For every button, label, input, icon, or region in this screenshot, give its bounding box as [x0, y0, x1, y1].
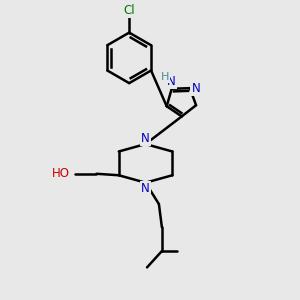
Text: N: N — [191, 82, 200, 94]
Text: N: N — [167, 75, 176, 88]
Text: HO: HO — [52, 167, 70, 180]
Text: N: N — [141, 182, 150, 195]
Text: H: H — [161, 72, 169, 82]
Text: Cl: Cl — [123, 4, 135, 17]
Text: N: N — [141, 132, 150, 145]
